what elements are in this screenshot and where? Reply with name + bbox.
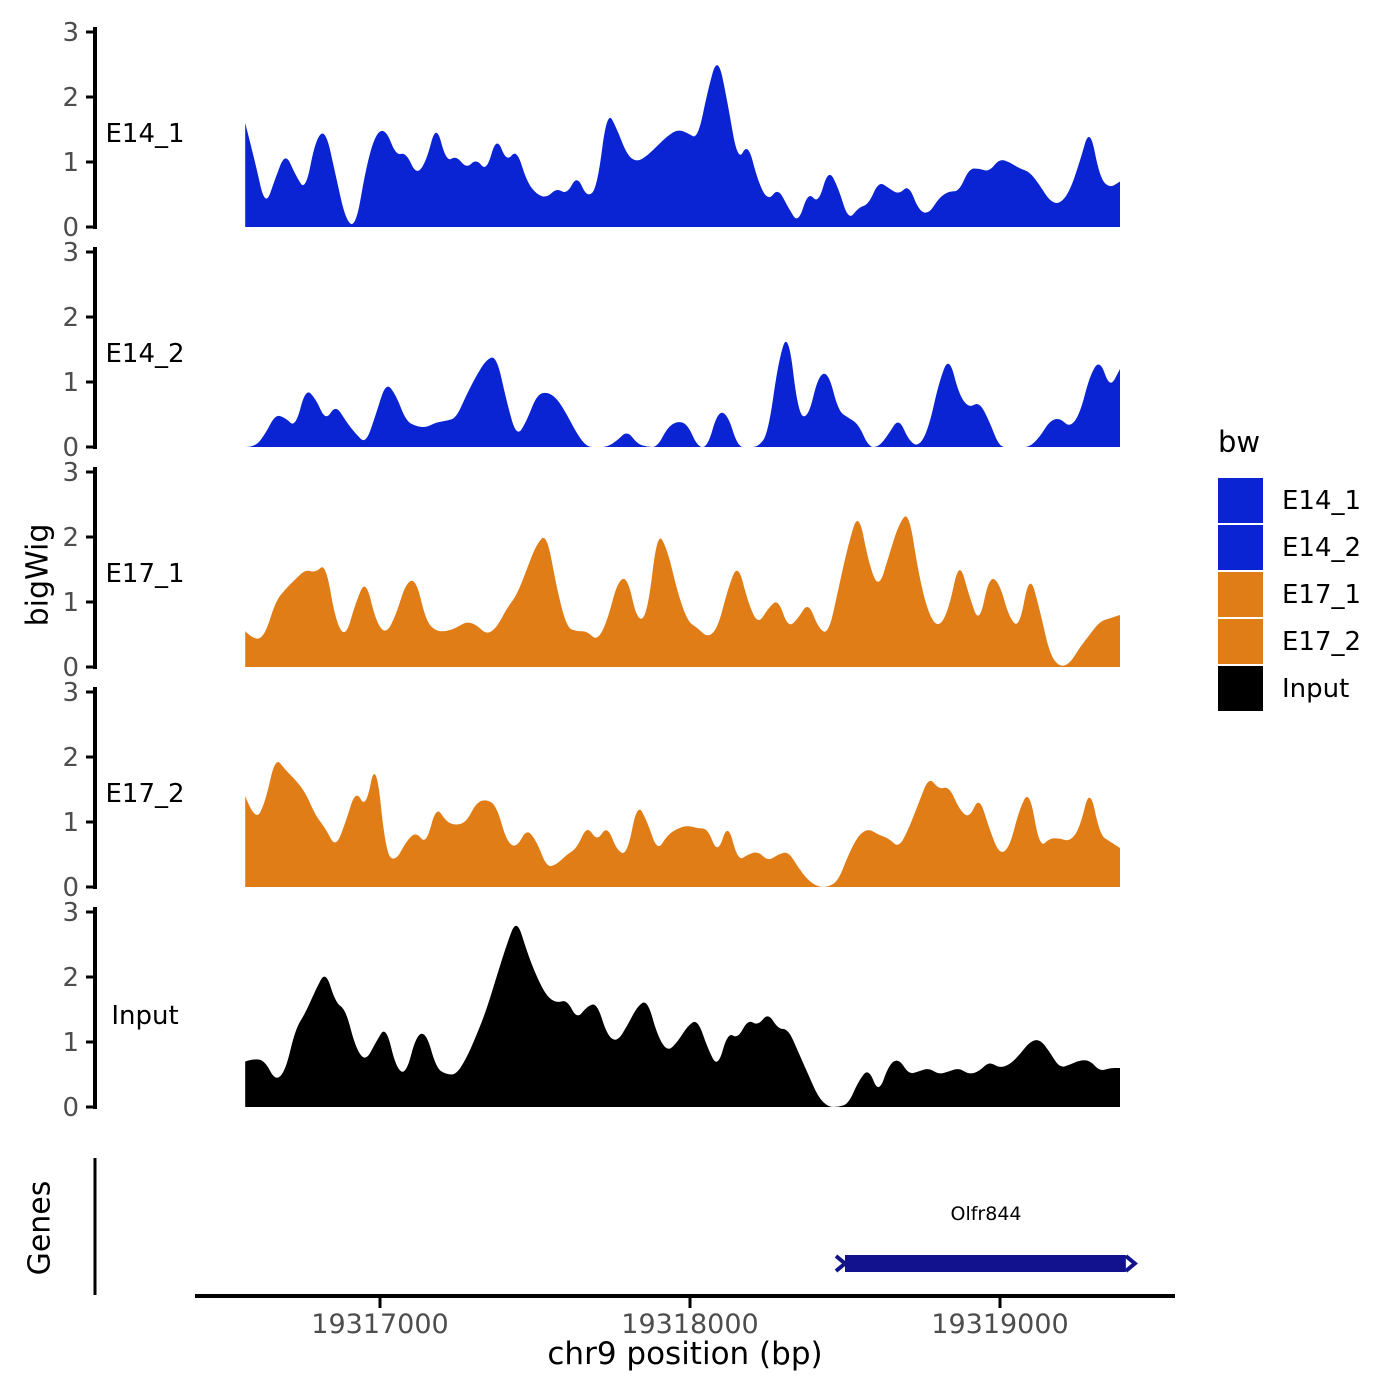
legend-swatch-e17-1 [1218,572,1263,617]
legend-row-e14-2: E14_2 [1218,525,1361,570]
y-tick-label: 2 [62,743,79,773]
legend-swatch-e14-1 [1218,478,1263,523]
y-tick-label: 0 [62,433,79,463]
gene-strand-arrow-right [1124,1254,1138,1273]
legend-label-e17-1: E17_1 [1282,579,1362,610]
track-area-e14_2 [245,341,1120,447]
gene-label: Olfr844 [950,1203,1022,1225]
y-tick-label: 3 [62,458,79,488]
y-tick-label: 0 [62,1093,79,1123]
y-tick-label: 2 [62,523,79,553]
y-axis-title: bigWig [20,523,56,627]
track-label-e17-1: E17_1 [105,559,185,589]
track-label-e14-1: E14_1 [105,119,185,149]
track-label-input: Input [111,1001,179,1031]
legend: bw E14_1 E14_2 E17_1 E17_2 Input [1218,425,1361,713]
y-tick-label: 1 [62,368,79,398]
legend-label-e17-2: E17_2 [1282,626,1362,657]
x-tick-label: 19319000 [931,1309,1068,1340]
x-tick-label: 19318000 [621,1309,758,1340]
track-area-input [245,925,1120,1107]
legend-row-e17-2: E17_2 [1218,619,1361,664]
y-tick-label: 0 [62,873,79,903]
legend-title: bw [1218,425,1261,459]
y-tick-label: 1 [62,1028,79,1058]
y-tick-label: 3 [62,678,79,708]
track-label-e17-2: E17_2 [105,779,185,809]
y-tick-label: 2 [62,303,79,333]
legend-swatch-e14-2 [1218,525,1263,570]
y-tick-label: 3 [62,898,79,928]
y-tick-label: 1 [62,808,79,838]
y-tick-label: 1 [62,588,79,618]
track-area-e17_1 [245,516,1120,667]
legend-label-e14-1: E14_1 [1282,485,1362,516]
legend-label-e14-2: E14_2 [1282,532,1362,563]
track-label-e14-2: E14_2 [105,339,185,369]
legend-row-e14-1: E14_1 [1218,478,1361,523]
y-tick-label: 1 [62,148,79,178]
y-tick-label: 0 [62,653,79,683]
legend-swatch-e17-2 [1218,619,1263,664]
genes-panel-title: Genes [22,1180,58,1276]
y-tick-label: 0 [62,213,79,243]
legend-swatch-input [1218,666,1263,711]
legend-label-input: Input [1282,673,1350,704]
x-axis-title: chr9 position (bp) [547,1336,823,1372]
gene-body [845,1255,1126,1272]
gene-strand-arrow-left [834,1254,849,1273]
y-tick-label: 3 [62,238,79,268]
legend-row-input: Input [1218,666,1361,711]
y-tick-label: 3 [62,18,79,48]
y-tick-label: 2 [62,963,79,993]
y-tick-label: 2 [62,83,79,113]
legend-row-e17-1: E17_1 [1218,572,1361,617]
x-tick-label: 19317000 [311,1309,448,1340]
track-area-e14_1 [245,65,1120,227]
track-area-e17_2 [245,762,1120,887]
